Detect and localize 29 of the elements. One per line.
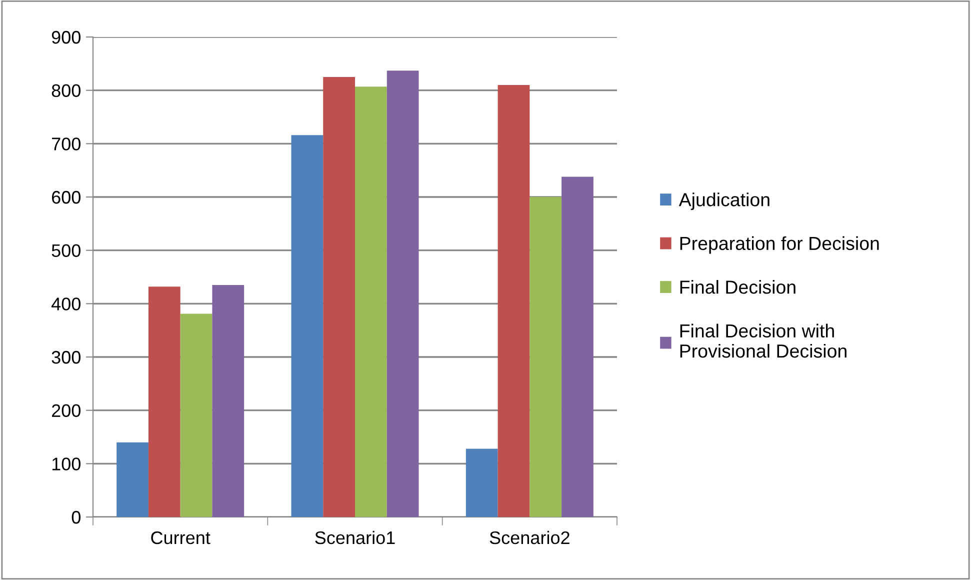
legend-label: Final Decision [680, 280, 796, 294]
legend-label: Final Decision with Provisional Decision [680, 324, 846, 358]
bar [530, 197, 562, 517]
x-tick-label: Scenario1 [315, 530, 395, 544]
y-tick-label: 0 [72, 510, 80, 524]
bar [562, 176, 594, 517]
bar [180, 314, 212, 517]
bar [116, 442, 148, 517]
y-tick-label: 700 [52, 138, 80, 150]
x-tick-label: Current [151, 531, 210, 544]
bar [148, 286, 180, 517]
y-tick-label: 100 [52, 458, 80, 470]
bar [386, 70, 419, 517]
bar [466, 448, 498, 517]
y-tick-label: 500 [52, 244, 80, 258]
y-tick-label: 800 [52, 84, 80, 98]
bar [355, 86, 387, 517]
y-tick-label: 200 [52, 404, 80, 418]
y-tick-label: 600 [52, 190, 80, 204]
x-tick-label: Scenario2 [490, 530, 570, 544]
bar [498, 85, 530, 517]
y-tick-label: 400 [51, 298, 80, 310]
y-tick-label: 300 [52, 350, 80, 364]
bar [323, 77, 355, 517]
y-tick-label: 900 [52, 30, 80, 44]
legend-label: Ajudication [678, 192, 770, 210]
legend-label: Preparation for Decision [680, 236, 879, 254]
bar [212, 285, 244, 517]
bar [291, 135, 324, 517]
